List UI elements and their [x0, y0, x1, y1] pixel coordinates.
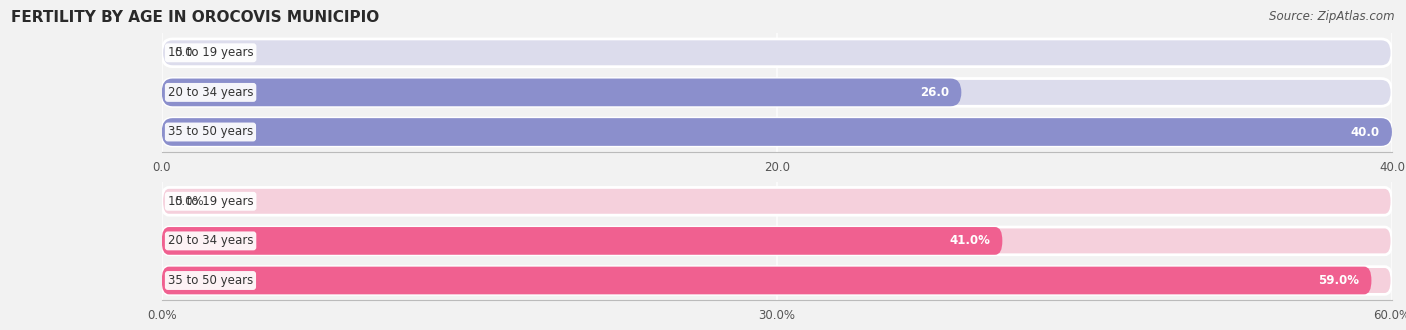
Text: 0.0: 0.0 [174, 46, 193, 59]
FancyBboxPatch shape [162, 118, 1392, 146]
Text: 0.0%: 0.0% [174, 195, 204, 208]
Text: 40.0: 40.0 [1351, 125, 1379, 139]
FancyBboxPatch shape [162, 227, 1392, 255]
Text: 41.0%: 41.0% [949, 234, 990, 248]
FancyBboxPatch shape [162, 267, 1392, 294]
FancyBboxPatch shape [162, 118, 1392, 146]
Text: 35 to 50 years: 35 to 50 years [167, 274, 253, 287]
Text: FERTILITY BY AGE IN OROCOVIS MUNICIPIO: FERTILITY BY AGE IN OROCOVIS MUNICIPIO [11, 10, 380, 25]
FancyBboxPatch shape [162, 39, 1392, 67]
FancyBboxPatch shape [162, 227, 1002, 255]
FancyBboxPatch shape [162, 79, 962, 106]
FancyBboxPatch shape [162, 267, 1371, 294]
Text: 35 to 50 years: 35 to 50 years [167, 125, 253, 139]
Text: 26.0: 26.0 [920, 86, 949, 99]
FancyBboxPatch shape [162, 79, 1392, 106]
Text: 15 to 19 years: 15 to 19 years [167, 46, 253, 59]
Text: 20 to 34 years: 20 to 34 years [167, 86, 253, 99]
FancyBboxPatch shape [162, 187, 1392, 215]
Text: 20 to 34 years: 20 to 34 years [167, 234, 253, 248]
Text: 59.0%: 59.0% [1319, 274, 1360, 287]
Text: 15 to 19 years: 15 to 19 years [167, 195, 253, 208]
Text: Source: ZipAtlas.com: Source: ZipAtlas.com [1270, 10, 1395, 23]
